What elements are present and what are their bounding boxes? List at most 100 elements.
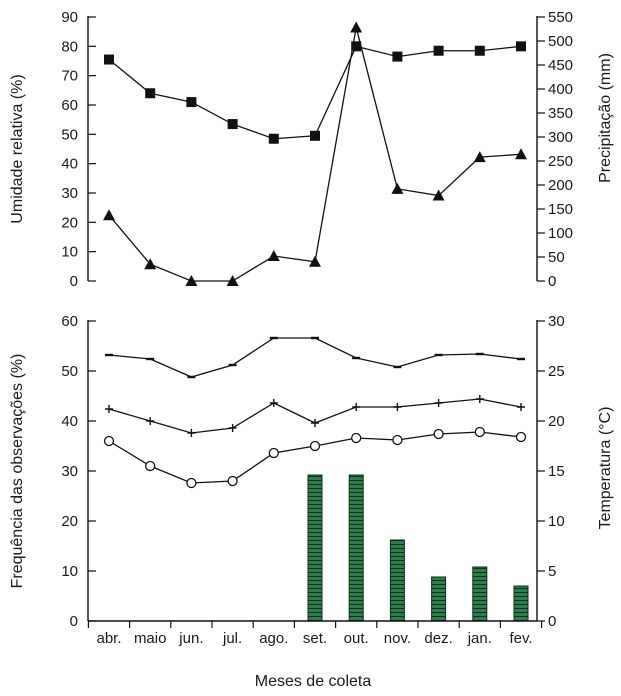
circle-marker: [351, 432, 362, 444]
right-tick-label: 30: [548, 313, 565, 330]
triangle-marker: [226, 275, 239, 286]
right-tick-label: 5: [548, 563, 556, 580]
top-series-lines: [108, 27, 522, 282]
left-tick-label: 40: [61, 413, 78, 430]
bottom-panel: 0 10 20 30 40 50 60 0 5 10 15 20 25 30 abr. maio jun. jul…: [9, 313, 614, 690]
triangle-marker: [185, 275, 198, 286]
left-tick-label: 30: [61, 185, 78, 202]
x-tick-label: jul.: [222, 630, 242, 647]
left-tick-label: 40: [61, 156, 78, 173]
left-tick-label: 20: [61, 214, 78, 231]
x-tick-label: set.: [303, 630, 327, 647]
right-tick-label: 400: [548, 81, 573, 98]
square-marker: [145, 88, 156, 99]
triangle-marker: [267, 250, 280, 262]
x-axis-label: Meses de coleta: [255, 673, 372, 690]
square-marker: [227, 119, 238, 130]
triangle-marker: [103, 209, 115, 221]
right-tick-label: 450: [548, 57, 573, 74]
series-triangle-line: [108, 27, 522, 282]
right-tick-label: 0: [548, 613, 556, 630]
top-left-axis-label: Umidade relativa (%): [9, 74, 26, 223]
circle-marker: [474, 426, 485, 438]
frequency-bar: [307, 474, 323, 622]
plus-marker: [393, 403, 402, 411]
right-tick-label: 550: [548, 9, 573, 26]
triangle-marker: [391, 182, 404, 194]
x-tick-label: maio: [134, 630, 167, 647]
right-tick-label: 500: [548, 33, 573, 50]
bottom-series-lines: [108, 337, 522, 484]
left-tick-label: 60: [61, 97, 78, 114]
triangle-marker: [309, 255, 321, 267]
top-panel: 0 10 20 30 40 50 60 70 80 90 0 50 100 150 200 250 300 350…: [9, 9, 614, 290]
bottom-series-markers: [103, 336, 527, 489]
bottom-bars: [307, 474, 529, 622]
square-marker: [268, 133, 279, 144]
left-tick-label: 0: [70, 613, 78, 630]
right-tick-label: 100: [548, 225, 573, 242]
plus-marker: [228, 424, 237, 432]
triangle-marker: [515, 148, 527, 160]
x-tick-label: abr.: [96, 630, 121, 647]
triangle-marker: [350, 21, 363, 33]
square-marker: [186, 97, 197, 108]
frequency-bar: [348, 474, 364, 622]
top-series-markers: [103, 21, 527, 286]
circle-marker: [433, 428, 444, 440]
square-marker: [392, 51, 403, 62]
right-tick-label: 250: [548, 153, 573, 170]
left-tick-label: 30: [61, 463, 78, 480]
frequency-bar: [431, 576, 447, 622]
x-tick-label: ago.: [259, 630, 288, 647]
right-tick-label: 15: [548, 463, 565, 480]
left-tick-label: 10: [61, 244, 78, 261]
plus-marker: [146, 417, 155, 425]
square-marker: [351, 41, 362, 52]
x-tick-label: jan.: [467, 630, 492, 647]
x-tick-label: fev.: [509, 630, 532, 647]
left-tick-label: 10: [61, 563, 78, 580]
square-marker: [104, 54, 114, 65]
right-tick-label: 25: [548, 363, 565, 380]
right-tick-label: 50: [548, 249, 565, 266]
plus-marker: [269, 399, 278, 407]
left-tick-label: 80: [61, 38, 78, 55]
circle-marker: [103, 435, 115, 447]
series-plus-line: [108, 398, 522, 434]
left-tick-label: 50: [61, 126, 78, 143]
circle-marker: [392, 434, 403, 446]
series-square-line: [108, 45, 522, 140]
square-marker: [516, 41, 526, 52]
bottom-axes: 0 10 20 30 40 50 60 0 5 10 15 20 25 30 abr. maio jun. jul…: [61, 313, 564, 647]
plus-marker: [517, 403, 525, 411]
plus-marker: [105, 405, 113, 413]
circle-marker: [145, 460, 156, 472]
frequency-bar: [472, 566, 488, 622]
bottom-right-axis-label: Temperatura (°C): [597, 407, 614, 530]
right-tick-label: 150: [548, 201, 573, 218]
circle-marker: [227, 475, 238, 487]
triangle-marker: [144, 258, 157, 270]
x-tick-label: nov.: [384, 630, 411, 647]
right-tick-label: 20: [548, 413, 565, 430]
plus-marker: [475, 395, 484, 403]
x-tick-label: out.: [344, 630, 369, 647]
triangle-marker: [473, 151, 486, 163]
frequency-bar: [389, 539, 405, 622]
left-tick-label: 70: [61, 68, 78, 85]
plus-marker: [311, 419, 319, 427]
plus-marker: [434, 399, 443, 407]
circle-marker: [309, 440, 321, 452]
x-tick-label: dez.: [424, 630, 452, 647]
right-tick-label: 300: [548, 129, 573, 146]
right-tick-label: 10: [548, 513, 565, 530]
right-tick-label: 350: [548, 105, 573, 122]
plus-marker: [352, 403, 361, 411]
circle-marker: [515, 431, 527, 443]
right-tick-label: 200: [548, 177, 573, 194]
left-tick-label: 60: [61, 313, 78, 330]
left-tick-label: 90: [61, 9, 78, 26]
